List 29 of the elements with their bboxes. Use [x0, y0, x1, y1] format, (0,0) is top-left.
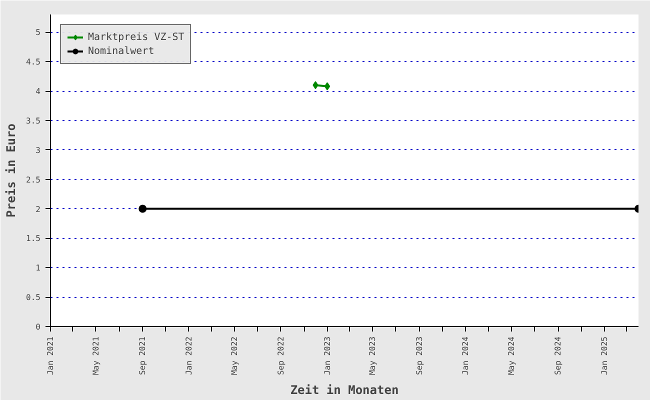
y-tick-label: 2.5 [26, 175, 41, 184]
x-tick-label: Jan 2021 [46, 336, 55, 376]
y-tick-label: 0.5 [26, 293, 41, 302]
legend-label: Marktpreis VZ-ST [88, 32, 184, 42]
x-tick-label: May 2021 [91, 336, 100, 376]
y-axis-title: Preis in Euro [4, 124, 18, 218]
legend-label: Nominalwert [88, 46, 154, 56]
y-tick-label: 2 [36, 204, 41, 214]
x-tick-label: Sep 2023 [414, 336, 424, 376]
y-tick-label: 1.5 [26, 234, 41, 244]
x-tick-label: Jan 2024 [461, 336, 470, 376]
x-tick-label: May 2024 [507, 336, 516, 376]
x-tick-label: May 2022 [230, 336, 239, 376]
y-tick-label: 4.5 [26, 58, 41, 67]
x-tick-label: Jan 2022 [184, 336, 194, 376]
y-tick-label: 5 [36, 28, 41, 38]
y-tick-label: 4 [36, 87, 41, 96]
x-axis-title: Zeit in Monaten [290, 383, 399, 398]
x-tick-label: Jan 2025 [600, 336, 609, 376]
x-tick-label: Sep 2021 [138, 336, 148, 376]
x-tick-label: Sep 2022 [276, 336, 286, 376]
x-tick-label: May 2023 [368, 336, 378, 376]
y-tick-label: 3.5 [26, 116, 41, 126]
y-tick-label: 0 [36, 322, 41, 332]
x-tick-label: Jan 2023 [322, 336, 332, 376]
x-tick-label: Sep 2024 [554, 336, 563, 376]
y-tick-label: 3 [36, 146, 41, 155]
y-tick-label: 1 [36, 264, 41, 273]
point [324, 82, 330, 90]
